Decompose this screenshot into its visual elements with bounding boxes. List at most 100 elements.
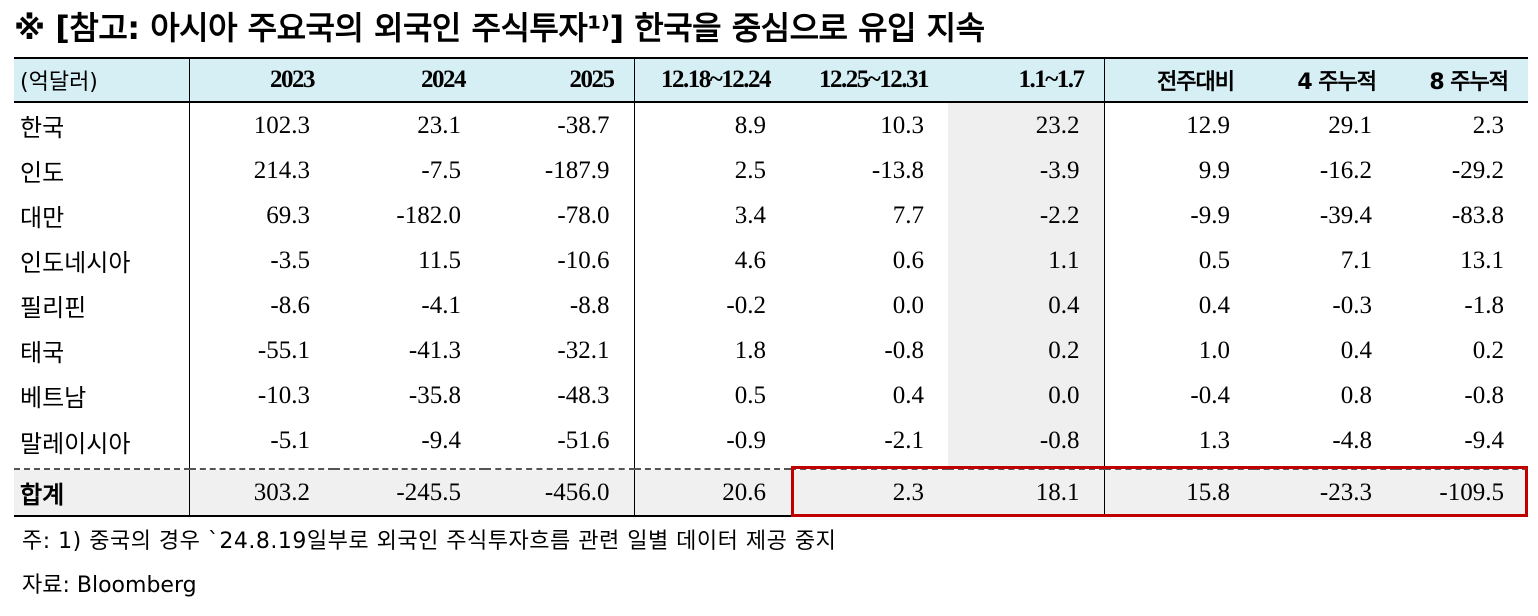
table-cell: -187.9 — [544, 156, 610, 184]
table-header-row: (억달러) 2023 2024 2025 12.18~12.24 12.25~1… — [14, 57, 1528, 103]
table-cell: -2.2 — [948, 193, 1104, 238]
col-header-wow: 전주대비 — [1103, 57, 1254, 103]
table-cell: 8.9 — [633, 102, 790, 148]
table-row: 인도네시아 -3.5 11.5 -10.6 4.6 0.6 1.1 0.5 7.1 13.1 — [14, 238, 1528, 283]
table-cell: -109.5 — [1396, 468, 1528, 517]
table-cell: -83.8 — [1451, 201, 1504, 229]
table-cell: 0.0 — [892, 291, 924, 319]
table-row: 필리핀 -8.6 -4.1 -8.8 -0.2 0.0 0.4 0.4 -0.3 -1.8 — [14, 283, 1528, 328]
table-cell: -78.0 — [557, 201, 610, 229]
table-cell: 20.6 — [633, 468, 790, 517]
col-header-2024: 2024 — [334, 57, 485, 103]
table-cell: 0.2 — [1472, 336, 1504, 364]
table-cell: -13.8 — [871, 156, 924, 184]
table-cell: -8.6 — [188, 283, 334, 328]
row-label: 한국 — [20, 114, 65, 142]
source-note: 자료: Bloomberg — [22, 573, 197, 598]
table-cell: -0.8 — [948, 418, 1104, 469]
page-title: ※ [참고: 아시아 주요국의 외국인 주식투자¹⁾] 한국을 중심으로 유입 … — [14, 9, 985, 47]
col-header-2023: 2023 — [188, 57, 334, 103]
table-cell: -9.4 — [1464, 427, 1504, 454]
table-cell: -4.1 — [421, 291, 461, 319]
table-cell: 9.9 — [1103, 148, 1254, 193]
table-cell: -10.3 — [188, 373, 334, 418]
table-cell: -55.1 — [188, 328, 334, 373]
table-cell: -29.2 — [1451, 156, 1504, 184]
table-cell: 1.0 — [1103, 328, 1254, 373]
table-cell: 2.3 — [790, 468, 948, 517]
table-cell: -8.8 — [569, 291, 610, 319]
unit-label: (억달러) — [14, 57, 189, 103]
table-cell: 1.8 — [633, 328, 790, 373]
row-label: 필리핀 — [20, 294, 87, 322]
table-cell: 102.3 — [188, 102, 334, 148]
table-cell: 2.5 — [633, 148, 790, 193]
table-cell: 7.7 — [892, 201, 924, 229]
table-row: 대만 69.3 -182.0 -78.0 3.4 7.7 -2.2 -9.9 -39.4 -83.… — [14, 193, 1528, 238]
table-cell: 3.4 — [633, 193, 790, 238]
table-cell: 0.5 — [633, 373, 790, 418]
table-cell: -9.9 — [1103, 193, 1254, 238]
table-cell: -39.4 — [1319, 201, 1372, 229]
total-label: 합계 — [14, 468, 189, 517]
row-label: 말레이시아 — [20, 429, 131, 458]
table-cell: -3.9 — [948, 148, 1104, 193]
table-cell: 18.1 — [948, 468, 1104, 517]
table-cell: -51.6 — [557, 427, 610, 454]
table-cell: 23.1 — [417, 111, 461, 139]
table-cell: -16.2 — [1319, 156, 1372, 184]
table-cell: 0.2 — [948, 328, 1104, 373]
table-cell: -3.5 — [188, 238, 334, 283]
table-cell: -0.3 — [1332, 291, 1372, 319]
row-label: 태국 — [20, 339, 65, 367]
table-cell: 0.4 — [948, 283, 1104, 328]
table-cell: 10.3 — [880, 111, 924, 139]
table-row: 태국 -55.1 -41.3 -32.1 1.8 -0.8 0.2 1.0 0.4 0.2 — [14, 328, 1528, 373]
table-cell: 1.3 — [1103, 418, 1254, 469]
table-cell: 29.1 — [1328, 111, 1372, 139]
table-cell: 0.5 — [1103, 238, 1254, 283]
table-cell: 15.8 — [1103, 468, 1254, 517]
row-label: 인도네시아 — [20, 249, 131, 277]
table-cell: -38.7 — [557, 111, 610, 139]
table-cell: -5.1 — [188, 418, 334, 469]
table-cell: -48.3 — [557, 381, 610, 409]
table-cell: -0.4 — [1103, 373, 1254, 418]
table-cell: 0.8 — [1340, 381, 1372, 409]
total-row: 합계 303.2 -245.5 -456.0 20.6 2.3 18.1 15.… — [14, 468, 1528, 517]
col-header-week2: 12.25~12.31 — [790, 57, 948, 103]
table-cell: 69.3 — [188, 193, 334, 238]
foreign-equity-flow-table: (억달러) 2023 2024 2025 12.18~12.24 12.25~1… — [14, 57, 1528, 517]
table-cell: -0.2 — [633, 283, 790, 328]
table-cell: 7.1 — [1340, 246, 1372, 274]
table-cell: -0.8 — [884, 336, 924, 364]
table-cell: 0.0 — [948, 373, 1104, 418]
table-cell: -32.1 — [557, 336, 610, 364]
table-cell: 1.1 — [948, 238, 1104, 283]
table-cell: 2.3 — [1472, 111, 1504, 139]
table-cell: -41.3 — [408, 336, 461, 364]
col-header-4w-cum: 4 주누적 — [1254, 57, 1396, 103]
table-cell: -9.4 — [421, 427, 461, 454]
row-label: 대만 — [20, 204, 65, 232]
table-cell: 4.6 — [633, 238, 790, 283]
table-cell: -456.0 — [485, 468, 634, 517]
table-cell: -182.0 — [396, 201, 461, 229]
col-header-week1: 12.18~12.24 — [633, 57, 790, 103]
table-cell: 11.5 — [418, 246, 461, 274]
table-cell: 0.4 — [892, 381, 924, 409]
table-row: 말레이시아 -5.1 -9.4 -51.6 -0.9 -2.1 -0.8 1.3 -4.8 -9.… — [14, 418, 1528, 469]
table-cell: -35.8 — [408, 381, 461, 409]
table-cell: -0.8 — [1464, 381, 1504, 409]
table-cell: 0.4 — [1103, 283, 1254, 328]
row-label: 인도 — [20, 159, 65, 187]
table-cell: 303.2 — [188, 468, 334, 517]
table-cell: -1.8 — [1464, 291, 1504, 319]
table-cell: -4.8 — [1332, 427, 1372, 454]
table-cell: -245.5 — [334, 468, 485, 517]
table-cell: -0.9 — [633, 418, 790, 469]
table-cell: 214.3 — [188, 148, 334, 193]
col-header-8w-cum: 8 주누적 — [1396, 57, 1528, 103]
table-cell: 0.4 — [1340, 336, 1372, 364]
col-header-2025: 2025 — [485, 57, 634, 103]
